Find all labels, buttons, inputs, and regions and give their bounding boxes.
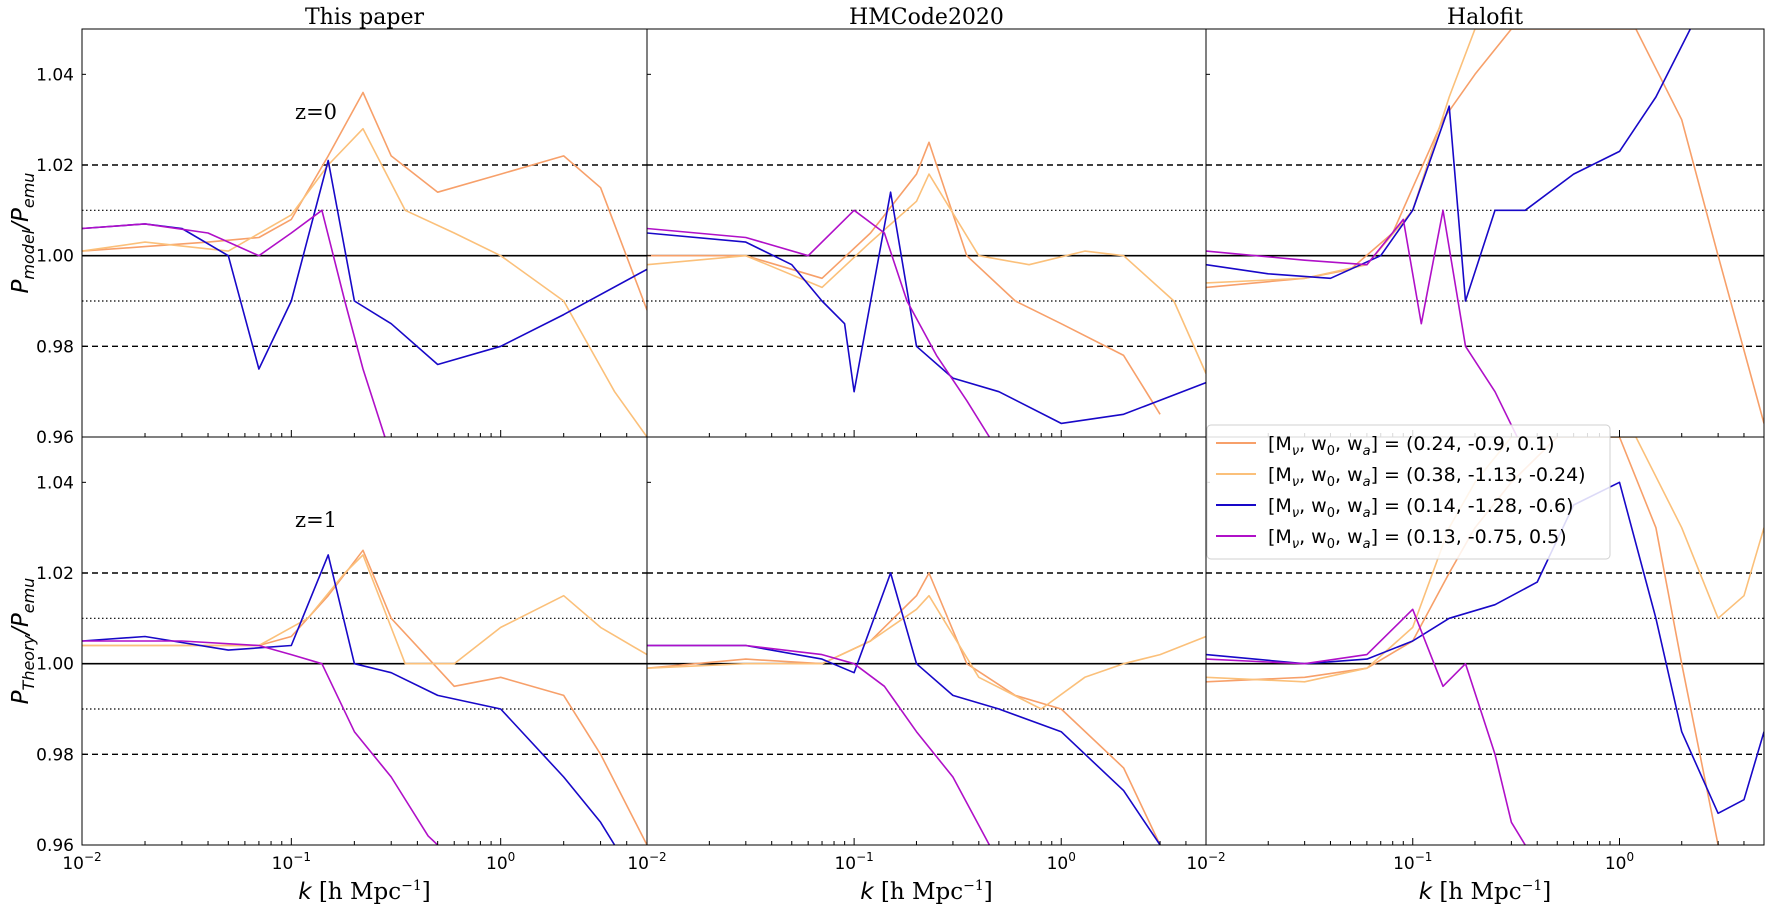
series-line [1206, 29, 1764, 424]
column-title: HMCode2020 [849, 5, 1004, 30]
series-line [82, 127, 647, 437]
x-tick-label: 10−2 [627, 850, 666, 874]
x-tick-label: 10−1 [1393, 850, 1432, 874]
legend-label: [Mν, w0, wa] = (0.38, -1.13, -0.24) [1268, 464, 1586, 490]
panel-r0-c0: 0.96 0.98 1.00 1.02 1.04 [36, 28, 648, 448]
redshift-label: z=1 [295, 508, 337, 532]
series-line [647, 141, 1161, 415]
legend-label: [Mν, w0, wa] = (0.14, -1.28, -0.6) [1268, 495, 1574, 521]
series-line [82, 159, 647, 370]
panel-r1-c1: 10−2 10−1 100 [627, 436, 1207, 874]
panel-frame [646, 436, 1207, 846]
series-line [82, 549, 647, 845]
series-line [1206, 608, 1526, 845]
x-tick-label: 100 [1047, 850, 1076, 874]
y-tick-label: 0.98 [36, 337, 74, 357]
series-line [647, 191, 1206, 425]
series-line [647, 594, 1206, 710]
legend-label: [Mν, w0, wa] = (0.13, -0.75, 0.5) [1268, 526, 1567, 552]
legend-entries: [Mν, w0, wa] = (0.24, -0.9, 0.1) [Mν, w0,… [1216, 433, 1586, 552]
y-tick-label: 1.00 [36, 655, 74, 675]
x-tick-label: 10−2 [1186, 850, 1225, 874]
legend-box [1206, 424, 1611, 560]
y-tick-label: 1.02 [36, 156, 74, 176]
y-tick-label: 1.02 [36, 564, 74, 584]
panels-layer: 0.96 0.98 1.00 1.02 1.04 0.96 0.98 1.00 1.02 1.04… [36, 28, 1765, 874]
legend-label: [Mν, w0, wa] = (0.24, -0.9, 0.1) [1268, 433, 1555, 459]
x-axis-label: k [h Mpc−1] [1419, 878, 1552, 905]
x-tick-label: 10−1 [272, 850, 311, 874]
series-line [82, 209, 386, 437]
y-axis-label: Pmodel/Pemu [8, 173, 38, 294]
y-tick-label: 0.98 [36, 745, 74, 765]
y-tick-label: 0.96 [36, 428, 74, 448]
x-tick-label: 10−1 [834, 850, 873, 874]
series-line [1206, 209, 1518, 437]
series-line [1206, 29, 1526, 284]
column-title: This paper [305, 5, 424, 30]
y-tick-label: 0.96 [36, 836, 74, 856]
series-line [1206, 29, 1692, 302]
series-line [82, 640, 439, 845]
series-line [82, 91, 647, 311]
y-tick-label: 1.04 [36, 473, 74, 493]
titles-layer: This paper HMCode2020 Halofit z=0 z=1 Pmodel/… [8, 5, 1551, 905]
legend: [Mν, w0, wa] = (0.24, -0.9, 0.1) [Mν, w0,… [1206, 424, 1611, 560]
redshift-label: z=0 [295, 100, 337, 124]
series-line [647, 173, 1206, 374]
panel-r0-c1 [646, 28, 1207, 438]
series-line [647, 209, 991, 437]
x-axis-label: k [h Mpc−1] [860, 878, 993, 905]
panel-r1-c2: 10−2 10−1 100 [1186, 436, 1765, 874]
panel-frame [646, 28, 1207, 438]
x-tick-label: 100 [486, 850, 515, 874]
x-tick-label: 100 [1605, 850, 1634, 874]
x-axis-label: k [h Mpc−1] [298, 878, 431, 905]
x-tick-label: 10−2 [62, 850, 101, 874]
column-title: Halofit [1447, 5, 1523, 30]
series-line [647, 572, 1161, 845]
series-line [82, 554, 647, 665]
series-line [1206, 437, 1764, 683]
y-axis-label: PTheory/Pemu [8, 578, 38, 705]
series-line [647, 572, 1161, 845]
y-tick-label: 1.04 [36, 65, 74, 85]
panel-r1-c0: 0.96 0.98 1.00 1.02 1.04 10−2 10−1 100 [36, 436, 648, 874]
y-tick-label: 1.00 [36, 247, 74, 267]
panel-r0-c2 [1205, 28, 1765, 438]
series-line [647, 644, 991, 845]
series-line [82, 554, 616, 845]
